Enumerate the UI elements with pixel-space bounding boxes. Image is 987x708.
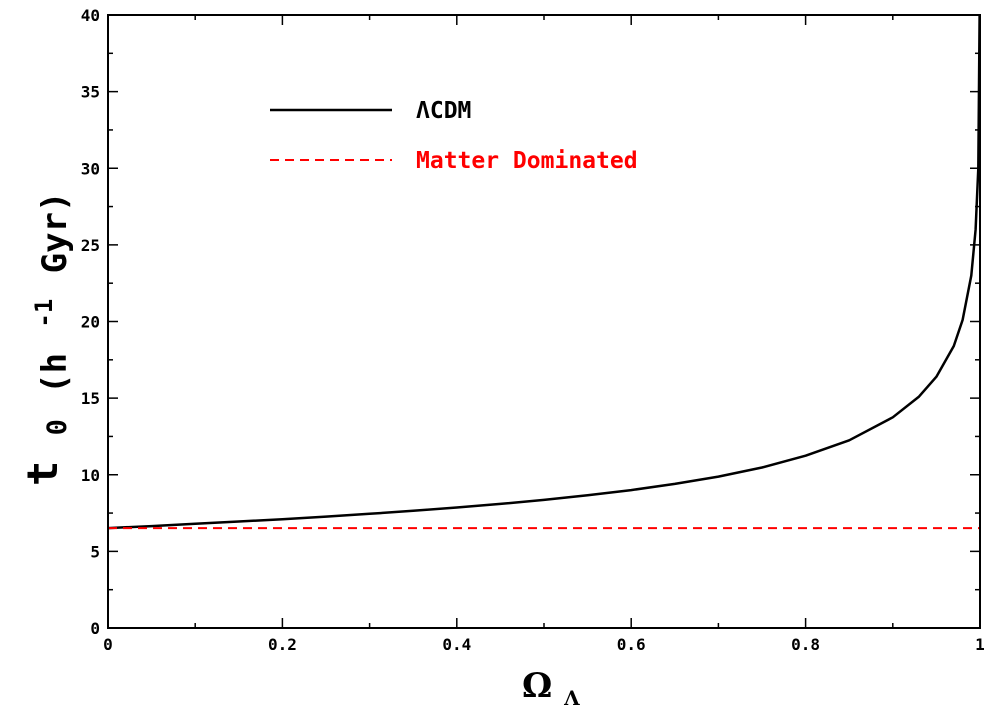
legend: ΛCDM Matter Dominated bbox=[270, 98, 638, 174]
y-axis-title: t 0 (h -1 Gyr) bbox=[13, 192, 76, 487]
x-tick-label: 1 bbox=[975, 635, 985, 654]
x-axis-title-sub: Λ bbox=[563, 686, 580, 708]
legend-label-matter: Matter Dominated bbox=[416, 148, 638, 174]
series-line-0 bbox=[107, 14, 981, 530]
x-tick-label: 0.8 bbox=[791, 635, 820, 654]
y-tick-label: 20 bbox=[81, 313, 100, 332]
y-tick-label: 30 bbox=[81, 159, 100, 178]
y-axis-title-sup: -1 bbox=[30, 299, 58, 328]
y-tick-label: 15 bbox=[81, 389, 100, 408]
y-tick-label: 10 bbox=[81, 466, 100, 485]
y-tick-label: 0 bbox=[90, 619, 100, 638]
x-axis-title-main: Ω bbox=[522, 666, 552, 706]
axis-ticks bbox=[107, 14, 981, 629]
y-tick-label: 25 bbox=[81, 236, 100, 255]
x-tick-label: 0.2 bbox=[268, 635, 297, 654]
plot-frame bbox=[107, 14, 981, 629]
y-tick-label: 5 bbox=[90, 542, 100, 561]
y-axis-title-t: t bbox=[18, 461, 67, 486]
x-tick-label: 0.6 bbox=[617, 635, 646, 654]
x-axis-title: Ω Λ bbox=[522, 666, 580, 708]
y-axis-title-sub0: 0 bbox=[42, 419, 73, 435]
y-axis-title-rest: Gyr) bbox=[35, 192, 75, 274]
y-tick-label: 40 bbox=[81, 6, 100, 25]
legend-label-lcdm: ΛCDM bbox=[416, 98, 471, 124]
y-tick-label: 35 bbox=[81, 83, 100, 102]
x-tick-label: 0 bbox=[103, 635, 113, 654]
series-layer bbox=[107, 14, 981, 530]
y-axis-title-open: (h bbox=[35, 353, 75, 394]
x-tick-label: 0.4 bbox=[442, 635, 471, 654]
